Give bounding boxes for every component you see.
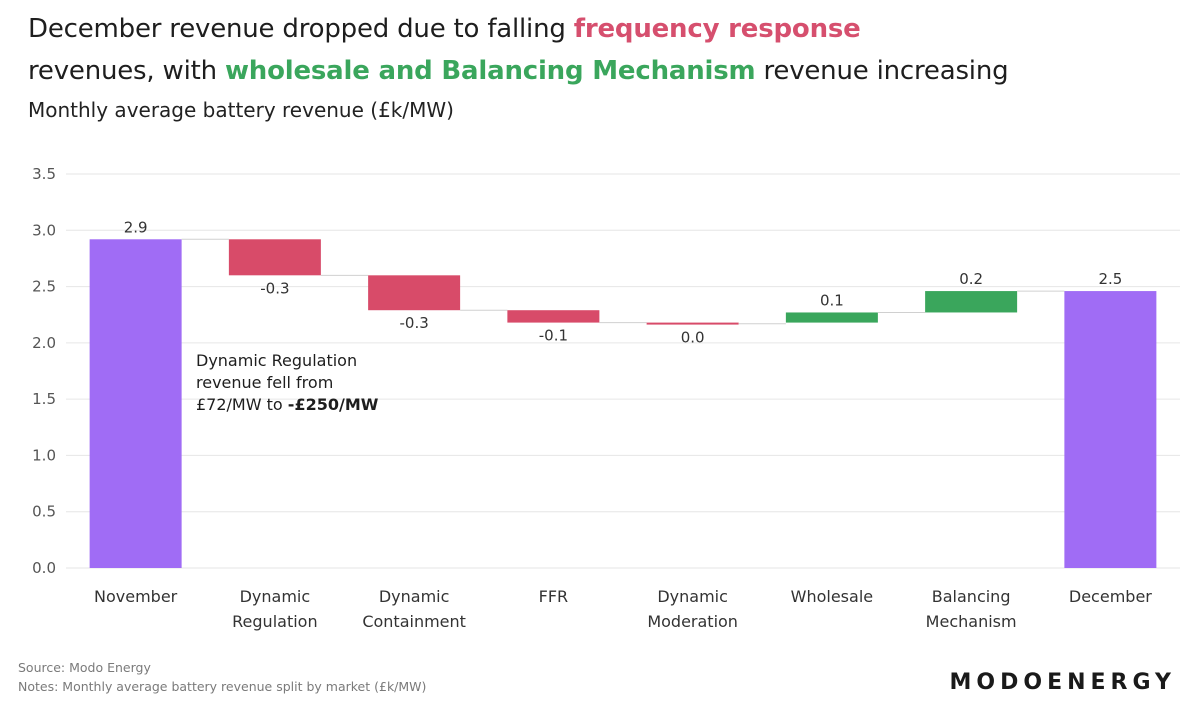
category-label: December (1069, 587, 1152, 606)
headline-wholesale-bm: wholesale and Balancing Mechanism (224, 56, 756, 86)
y-tick-label: 1.5 (32, 390, 56, 408)
footer-source: Source: Modo Energy (18, 660, 151, 675)
annotation-line3-prefix: £72/MW to (196, 395, 288, 414)
category-label: November (94, 587, 178, 606)
category-label: Wholesale (791, 587, 873, 606)
data-label: 2.5 (1098, 270, 1122, 288)
waterfall-bar (925, 291, 1018, 313)
chart-subtitle: Monthly average battery revenue (£k/MW) (28, 98, 454, 122)
waterfall-bar (785, 312, 878, 323)
brand-logo: MODOENERGY (949, 670, 1176, 695)
data-label: -0.3 (399, 314, 428, 332)
y-tick-label: 0.5 (32, 503, 56, 521)
waterfall-bar (89, 239, 182, 568)
data-label: 0.1 (820, 291, 844, 309)
y-tick-label: 2.5 (32, 278, 56, 296)
headline-part2: revenues, with (28, 56, 225, 86)
waterfall-bar (646, 322, 739, 325)
waterfall-chart: 0.0 0.5 1.0 1.5 2.0 2.5 3.0 3.5 2.9 November -0.3 D… (32, 165, 1180, 631)
annotation-line3-bold: -£250/MW (287, 395, 379, 414)
y-tick-label: 3.0 (32, 221, 56, 239)
y-tick-label: 3.5 (32, 165, 56, 183)
category-label: Dynamic Containment (362, 587, 466, 631)
headline-part3: revenue increasing (755, 56, 1009, 86)
waterfall-bar (368, 275, 461, 311)
annotation-line3: £72/MW to -£250/MW (196, 394, 378, 416)
waterfall-bar (1064, 291, 1157, 568)
category-label: Dynamic Moderation (647, 587, 738, 631)
category-label: Balancing Mechanism (926, 587, 1017, 631)
waterfall-bar (228, 239, 321, 276)
y-tick-label: 1.0 (32, 446, 56, 464)
y-tick-label: 0.0 (32, 559, 56, 577)
data-label: -0.3 (260, 279, 289, 297)
annotation-line2: revenue fell from (196, 373, 334, 392)
category-label: Dynamic Regulation (232, 587, 317, 631)
waterfall-bar (507, 310, 600, 323)
headline-part1: December revenue dropped due to falling (28, 14, 574, 44)
annotation-line1: Dynamic Regulation (196, 351, 358, 370)
category-label: FFR (539, 587, 569, 606)
chart-headline: December revenue dropped due to falling … (28, 8, 1198, 92)
y-tick-label: 2.0 (32, 334, 56, 352)
headline-frequency-response: frequency response (573, 14, 861, 44)
data-label: 2.9 (124, 218, 148, 236)
data-label: 0.0 (681, 329, 705, 347)
footer-notes: Notes: Monthly average battery revenue s… (18, 679, 427, 694)
data-label: 0.2 (959, 270, 983, 288)
data-label: -0.1 (539, 327, 568, 345)
dynamic-regulation-annotation: Dynamic Regulation revenue fell from £72… (196, 350, 378, 416)
